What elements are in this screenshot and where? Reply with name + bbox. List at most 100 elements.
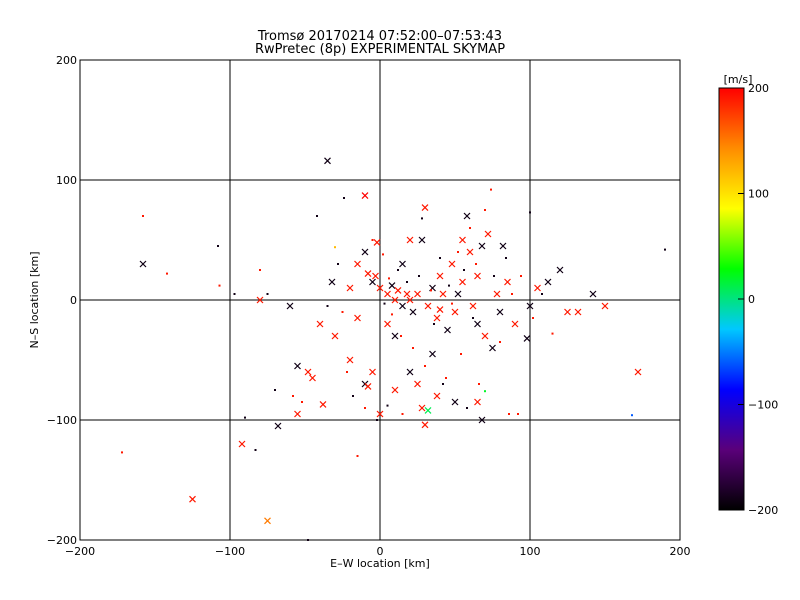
data-point-dot <box>472 317 474 319</box>
cross-stroke <box>361 192 369 200</box>
data-point-cross <box>328 278 336 286</box>
cross-stroke <box>634 368 642 376</box>
data-point-cross <box>601 302 609 310</box>
cross-stroke <box>439 290 447 298</box>
data-point-cross <box>478 242 486 250</box>
colorbar-tick-label: −100 <box>748 399 778 412</box>
data-point-dot <box>551 332 554 335</box>
cross-stroke <box>399 260 406 268</box>
data-point-cross <box>424 302 432 310</box>
data-point-cross <box>324 157 331 165</box>
cross-stroke <box>534 284 541 292</box>
cross-stroke <box>238 440 246 448</box>
cross-stroke <box>478 242 486 250</box>
data-point-dot <box>421 217 423 220</box>
data-point-cross <box>384 320 391 328</box>
data-point-dot <box>401 413 404 415</box>
data-point-cross <box>286 302 294 310</box>
cross-stroke <box>451 308 459 316</box>
data-point-cross <box>424 406 432 414</box>
cross-stroke <box>484 230 492 238</box>
data-point-dot <box>508 413 510 415</box>
cross-stroke <box>556 266 564 274</box>
cross-stroke <box>589 290 597 298</box>
cross-stroke <box>346 356 354 364</box>
data-point-cross <box>429 350 436 358</box>
data-point-dot <box>326 305 329 307</box>
cross-stroke <box>424 302 432 310</box>
data-point-cross <box>409 308 417 316</box>
colorbar-label: [m/s] <box>724 73 753 86</box>
data-point-dot <box>121 451 123 454</box>
data-point-dot <box>448 284 450 287</box>
cross-stroke <box>414 290 421 298</box>
data-point-cross <box>418 404 426 412</box>
data-point-dot <box>388 277 390 280</box>
chart-title: Tromsø 20170214 07:52:00–07:53:43 <box>257 29 502 44</box>
colorbar-tick-label: 100 <box>748 188 769 201</box>
data-point-cross <box>484 230 492 238</box>
cross-stroke <box>319 400 327 408</box>
data-point-cross <box>294 410 301 418</box>
x-tick-label: −100 <box>215 545 245 558</box>
data-point-dot <box>142 215 144 217</box>
cross-stroke <box>478 416 486 424</box>
cross-stroke <box>369 368 376 376</box>
cross-stroke <box>421 421 429 429</box>
cross-stroke <box>436 306 444 314</box>
data-point-cross <box>391 296 399 304</box>
data-point-dot <box>517 413 519 415</box>
data-point-dot <box>292 395 294 397</box>
colorbar-tick-label: 200 <box>748 82 769 95</box>
cross-stroke <box>433 392 441 400</box>
data-point-cross <box>451 398 459 406</box>
colorbar-ticks: 200 100 0 −100 −200 <box>738 82 778 517</box>
cross-stroke <box>406 368 414 376</box>
cross-stroke <box>474 272 481 280</box>
data-point-cross <box>331 332 339 340</box>
data-points <box>121 157 666 541</box>
data-point-cross <box>394 286 402 294</box>
data-point-dot <box>418 275 420 277</box>
cross-stroke <box>601 302 609 310</box>
data-point-cross <box>478 416 486 424</box>
cross-stroke <box>574 308 582 316</box>
cross-stroke <box>331 332 339 340</box>
data-point-cross <box>418 236 426 244</box>
data-point-cross <box>238 440 246 448</box>
data-point-cross <box>369 368 376 376</box>
cross-stroke <box>418 404 426 412</box>
cross-stroke <box>474 320 481 328</box>
cross-stroke <box>424 406 432 414</box>
data-point-cross <box>463 212 471 220</box>
data-point-cross <box>309 374 316 382</box>
data-point-dot <box>457 251 459 253</box>
data-point-dot <box>463 269 465 271</box>
cross-stroke <box>463 212 471 220</box>
cross-stroke <box>328 278 336 286</box>
cross-stroke <box>444 326 451 334</box>
data-point-dot <box>382 253 384 256</box>
cross-stroke <box>418 236 426 244</box>
cross-stroke <box>369 278 376 286</box>
data-point-dot <box>433 323 435 325</box>
cross-stroke <box>433 314 441 322</box>
cross-stroke <box>304 368 312 376</box>
data-point-dot <box>301 401 303 403</box>
cross-stroke <box>429 350 436 358</box>
axis-ticks: −200 −100 0 100 200 −200 −100 0 100 200 <box>47 54 691 558</box>
cross-stroke <box>493 290 501 298</box>
cross-stroke <box>376 284 384 292</box>
data-point-cross <box>369 278 376 286</box>
data-point-cross <box>459 278 466 286</box>
cross-stroke <box>466 248 474 256</box>
data-point-cross <box>511 320 519 328</box>
data-point-dot <box>499 341 501 343</box>
cross-stroke <box>496 308 504 316</box>
data-point-dot <box>478 383 480 385</box>
data-point-dot <box>218 284 221 287</box>
cross-stroke <box>354 314 361 322</box>
cross-stroke <box>384 290 391 298</box>
data-point-cross <box>354 260 361 268</box>
data-point-dot <box>386 404 389 407</box>
